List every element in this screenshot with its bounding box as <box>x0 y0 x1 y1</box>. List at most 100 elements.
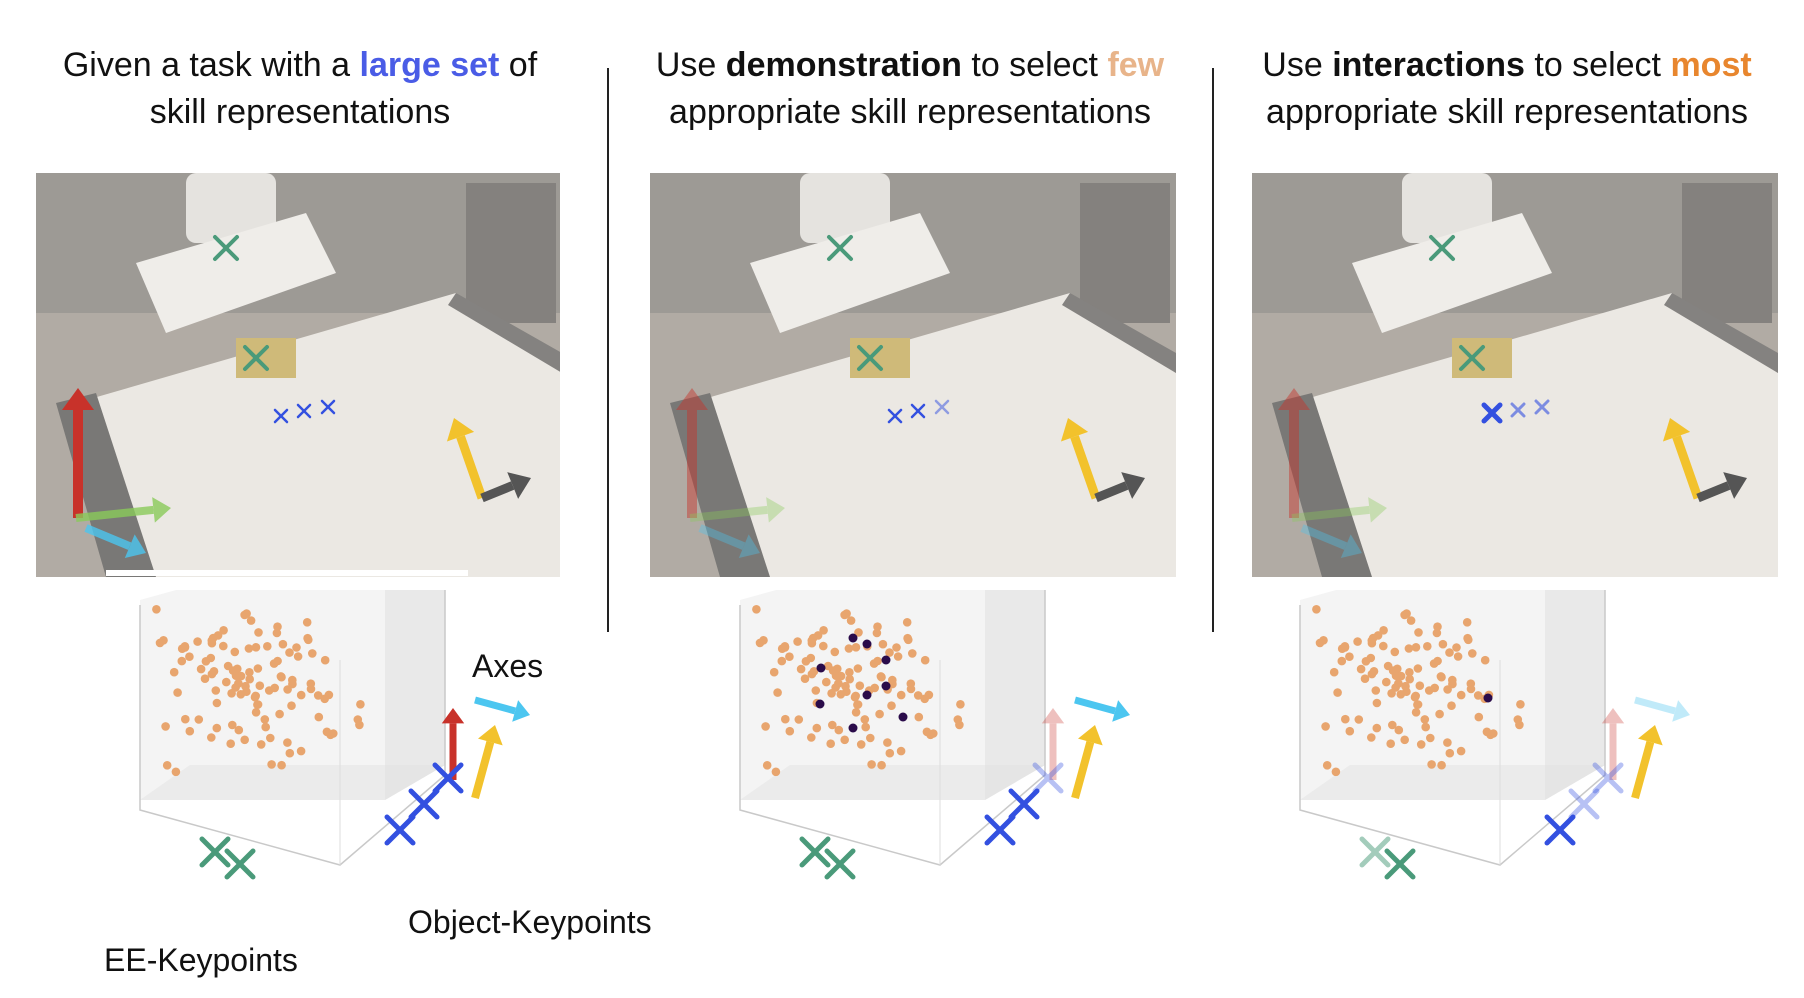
scatter-point <box>780 642 790 651</box>
scatter-point <box>177 656 187 666</box>
scatter-point <box>185 726 195 736</box>
axis-arrow-yellow <box>471 725 503 800</box>
robot-arm <box>800 173 890 243</box>
axis-arrow-cyan <box>1074 696 1130 722</box>
scatter-point <box>1388 720 1397 730</box>
selected-point <box>862 690 872 700</box>
object-keypoint-marker <box>1008 788 1040 820</box>
scatter-point <box>827 689 836 698</box>
scatter-point <box>1379 641 1388 651</box>
scatter-point <box>896 690 906 700</box>
object-keypoint-marker <box>1592 762 1624 794</box>
scatter-point <box>819 641 828 651</box>
scatter-point <box>1341 714 1350 724</box>
object-keypoint-marker <box>984 814 1016 846</box>
scatter-point <box>1480 655 1490 665</box>
robot-fingers <box>1452 338 1512 378</box>
scatter-point <box>1413 664 1423 673</box>
scatter-point <box>287 701 296 710</box>
scatter-point <box>826 739 835 748</box>
scatter-point <box>908 649 917 658</box>
panel-3-heading: Use interactions to select most appropri… <box>1210 42 1804 136</box>
robot-gripper-body <box>750 213 950 333</box>
scatter-point <box>296 690 306 700</box>
scatter-point <box>1413 700 1422 709</box>
scatter-point <box>1447 701 1456 710</box>
ee-keypoint-marker <box>1429 235 1455 261</box>
scatter-point <box>292 643 301 652</box>
scatter-point <box>1411 708 1421 717</box>
scatter-point <box>240 735 249 745</box>
scatter-point <box>1429 659 1439 668</box>
scatter-point <box>885 748 895 758</box>
scatter-point <box>1354 715 1364 724</box>
scatter-point <box>876 672 886 681</box>
plot-1 <box>130 582 600 920</box>
scatter-point <box>256 740 266 749</box>
scatter-point <box>888 675 897 685</box>
box-side <box>385 582 445 800</box>
scatter-point <box>1367 669 1377 679</box>
scatter-point <box>155 638 165 648</box>
ee-keypoint-marker <box>1384 848 1416 880</box>
scatter-point <box>283 738 292 747</box>
scatter-point <box>207 733 216 742</box>
scatter-point <box>251 708 261 717</box>
scatter-point <box>1353 637 1362 646</box>
divider-left <box>607 68 609 632</box>
robot-fingers <box>236 338 296 378</box>
scatter-point <box>1435 709 1444 719</box>
object-keypoint-marker <box>408 788 440 820</box>
scatter-point <box>353 715 363 724</box>
table-edge <box>1664 293 1778 373</box>
scatter-point <box>878 639 888 649</box>
scatter-point <box>1466 679 1476 688</box>
scatter-point <box>302 618 312 627</box>
scatter-point <box>1426 733 1435 743</box>
scatter-point <box>1516 700 1525 709</box>
scatter-point <box>1405 674 1414 684</box>
ee-keypoints-label: EE-Keypoints <box>104 942 298 978</box>
plot-3 <box>1290 582 1760 920</box>
scatter-point <box>807 733 816 742</box>
scatter-point <box>320 694 329 704</box>
scatter-point <box>227 689 236 698</box>
scatter-point <box>278 639 288 649</box>
workspace-photo-svg <box>650 173 1176 577</box>
scatter-point <box>1445 748 1455 758</box>
scatter-point <box>929 729 938 738</box>
scatter-point <box>261 722 270 732</box>
object-keypoint-marker <box>1568 788 1600 820</box>
scatter-point <box>1473 691 1483 700</box>
scatter-point <box>845 668 854 677</box>
axis-arrow-cyan <box>1634 696 1690 722</box>
scatter-point <box>883 738 892 747</box>
scatter-point <box>1322 761 1332 770</box>
object-keypoint-marker <box>296 403 312 419</box>
selected-point <box>815 699 825 709</box>
scatter-point <box>270 683 279 693</box>
box-floor <box>740 765 1045 800</box>
scatter-point <box>1423 642 1432 651</box>
photo-1 <box>36 173 560 577</box>
scatter-point <box>869 659 879 668</box>
scatter-point <box>206 653 216 663</box>
scatter-point <box>1404 644 1414 653</box>
scatter-point <box>873 622 882 631</box>
scatter-point <box>1421 722 1430 732</box>
scatter-point <box>296 746 306 756</box>
scatter-point <box>1331 767 1341 777</box>
scatter-point <box>1406 616 1416 625</box>
selected-point <box>816 663 826 673</box>
scatter-point <box>242 609 251 618</box>
scatter-point <box>893 652 903 661</box>
robot-gripper-body <box>1352 213 1552 333</box>
scatter-point <box>1462 618 1472 627</box>
scatter-point <box>1438 639 1448 649</box>
scatter-point <box>906 679 916 688</box>
scatter-point <box>263 642 272 651</box>
scatter-point <box>920 655 930 665</box>
scatter-point <box>1390 647 1400 657</box>
object-keypoint-marker <box>1544 814 1576 846</box>
scatter-point <box>840 735 849 745</box>
